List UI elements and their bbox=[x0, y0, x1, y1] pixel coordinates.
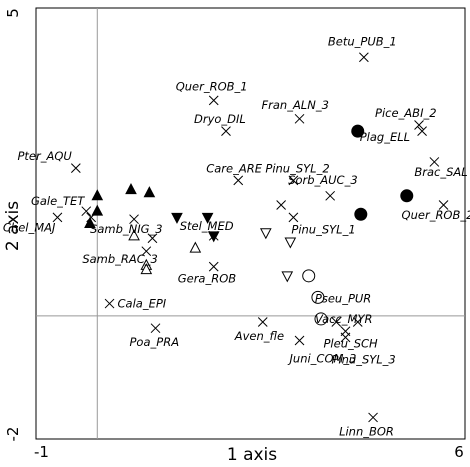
point-cross bbox=[340, 332, 351, 343]
point-label: Pinu_SYL_1 bbox=[291, 222, 355, 236]
point-cross bbox=[325, 190, 336, 201]
point-label: Poa_PRA bbox=[130, 335, 180, 349]
point-label: Pice_ABI_2 bbox=[375, 106, 437, 120]
point-filled-circle bbox=[351, 124, 365, 138]
point-label: Gale_TET bbox=[31, 194, 85, 208]
point-open-triangle-down bbox=[259, 228, 272, 240]
point-label: Samb_NIG_3 bbox=[90, 222, 163, 236]
point-cross bbox=[294, 113, 305, 124]
point-cross bbox=[331, 317, 342, 327]
point-label: Chel_MAJ bbox=[3, 220, 56, 234]
point-cross bbox=[294, 335, 305, 346]
point-open-triangle-down bbox=[284, 237, 297, 249]
point-filled-triangle-up bbox=[143, 186, 156, 198]
point-open-triangle-up bbox=[128, 229, 140, 241]
point-open-circle bbox=[311, 290, 325, 304]
x-tick-label: -1 bbox=[34, 443, 49, 461]
point-open-triangle-down bbox=[281, 271, 294, 283]
point-label: Dryo_DIL bbox=[194, 112, 246, 126]
point-cross bbox=[141, 246, 152, 257]
point-filled-triangle-up bbox=[125, 183, 137, 195]
point-label: Aven_fle bbox=[234, 329, 284, 343]
point-cross bbox=[208, 95, 219, 106]
point-label: Plag_ELL bbox=[360, 130, 410, 144]
point-cross bbox=[104, 298, 115, 309]
x-tick-marks: -1 6 bbox=[34, 433, 466, 461]
point-cross bbox=[368, 412, 378, 423]
point-label: Fran_ALN_3 bbox=[262, 98, 329, 112]
y-tick-marks: 5 -2 bbox=[4, 7, 42, 442]
x-tick-label: 6 bbox=[454, 443, 464, 461]
point-cross bbox=[417, 126, 427, 136]
point-filled-triangle-down bbox=[207, 231, 220, 243]
point-label: Pinu_SYL_3 bbox=[331, 352, 395, 366]
point-open-circle bbox=[314, 312, 328, 326]
point-cross bbox=[86, 212, 97, 223]
point-open-triangle-up bbox=[189, 241, 202, 253]
point-open-triangle-up bbox=[140, 263, 153, 275]
point-cross bbox=[257, 317, 268, 327]
point-label: Betu_PUB_1 bbox=[328, 34, 397, 48]
point-cross bbox=[276, 200, 286, 210]
y-tick-label: 5 bbox=[4, 8, 22, 18]
point-label: Pseu_PUR bbox=[315, 291, 371, 305]
point-cross bbox=[288, 212, 299, 223]
point-cross bbox=[150, 323, 161, 334]
point-cross bbox=[147, 233, 158, 244]
point-cross bbox=[429, 157, 440, 167]
point-cross bbox=[359, 52, 369, 63]
point-filled-circle bbox=[354, 207, 368, 221]
point-label: Sorb_AUC_3 bbox=[288, 173, 358, 187]
point-cross bbox=[208, 261, 219, 272]
point-label: Stel_MED bbox=[180, 219, 234, 233]
x-axis-label: 1 axis bbox=[227, 445, 277, 465]
point-cross bbox=[129, 214, 139, 225]
point-label: Linn_BOR bbox=[339, 424, 394, 438]
point-filled-triangle-up bbox=[91, 204, 104, 216]
point-label: Care_ARE bbox=[206, 161, 262, 175]
point-filled-triangle-up bbox=[84, 216, 96, 228]
labels-layer: Pter_AQU Chel_MAJ Gale_TET Samb_NIG_3 Samb_R… bbox=[3, 34, 470, 438]
point-cross bbox=[288, 175, 299, 186]
point-label: Cala_EPI bbox=[118, 297, 167, 311]
point-cross bbox=[414, 120, 424, 130]
point-filled-triangle-down bbox=[201, 212, 214, 224]
point-label: Juni_COM_3 bbox=[288, 351, 357, 365]
point-label: Pter_AQU bbox=[17, 149, 72, 163]
point-label: Pleu_SCH bbox=[323, 336, 378, 350]
point-filled-triangle-up bbox=[91, 189, 104, 201]
point-label: Quer_ROB_1 bbox=[176, 79, 248, 93]
plot-frame bbox=[35, 7, 466, 440]
y-axis-label: 2 axis bbox=[3, 201, 23, 251]
point-label: Gera_ROB bbox=[178, 272, 237, 286]
point-cross bbox=[208, 230, 219, 241]
point-label: Samb_RAC_3 bbox=[82, 252, 158, 266]
point-cross bbox=[81, 206, 92, 217]
points-layer bbox=[52, 52, 449, 423]
point-label: Brac_SAL bbox=[414, 165, 467, 179]
y-tick-label: -2 bbox=[4, 427, 22, 442]
point-filled-triangle-down bbox=[171, 212, 183, 224]
point-cross bbox=[52, 212, 63, 223]
point-cross bbox=[438, 200, 449, 210]
point-label: Quer_ROB_2 bbox=[402, 208, 470, 222]
point-label: Vacc_MYR bbox=[315, 312, 373, 326]
point-cross bbox=[233, 175, 244, 186]
point-cross bbox=[70, 163, 81, 173]
point-cross bbox=[221, 126, 231, 136]
point-label: Pinu_SYL_2 bbox=[265, 161, 329, 175]
point-filled-circle bbox=[400, 189, 414, 203]
point-cross bbox=[352, 317, 363, 327]
point-open-circle bbox=[302, 269, 316, 283]
